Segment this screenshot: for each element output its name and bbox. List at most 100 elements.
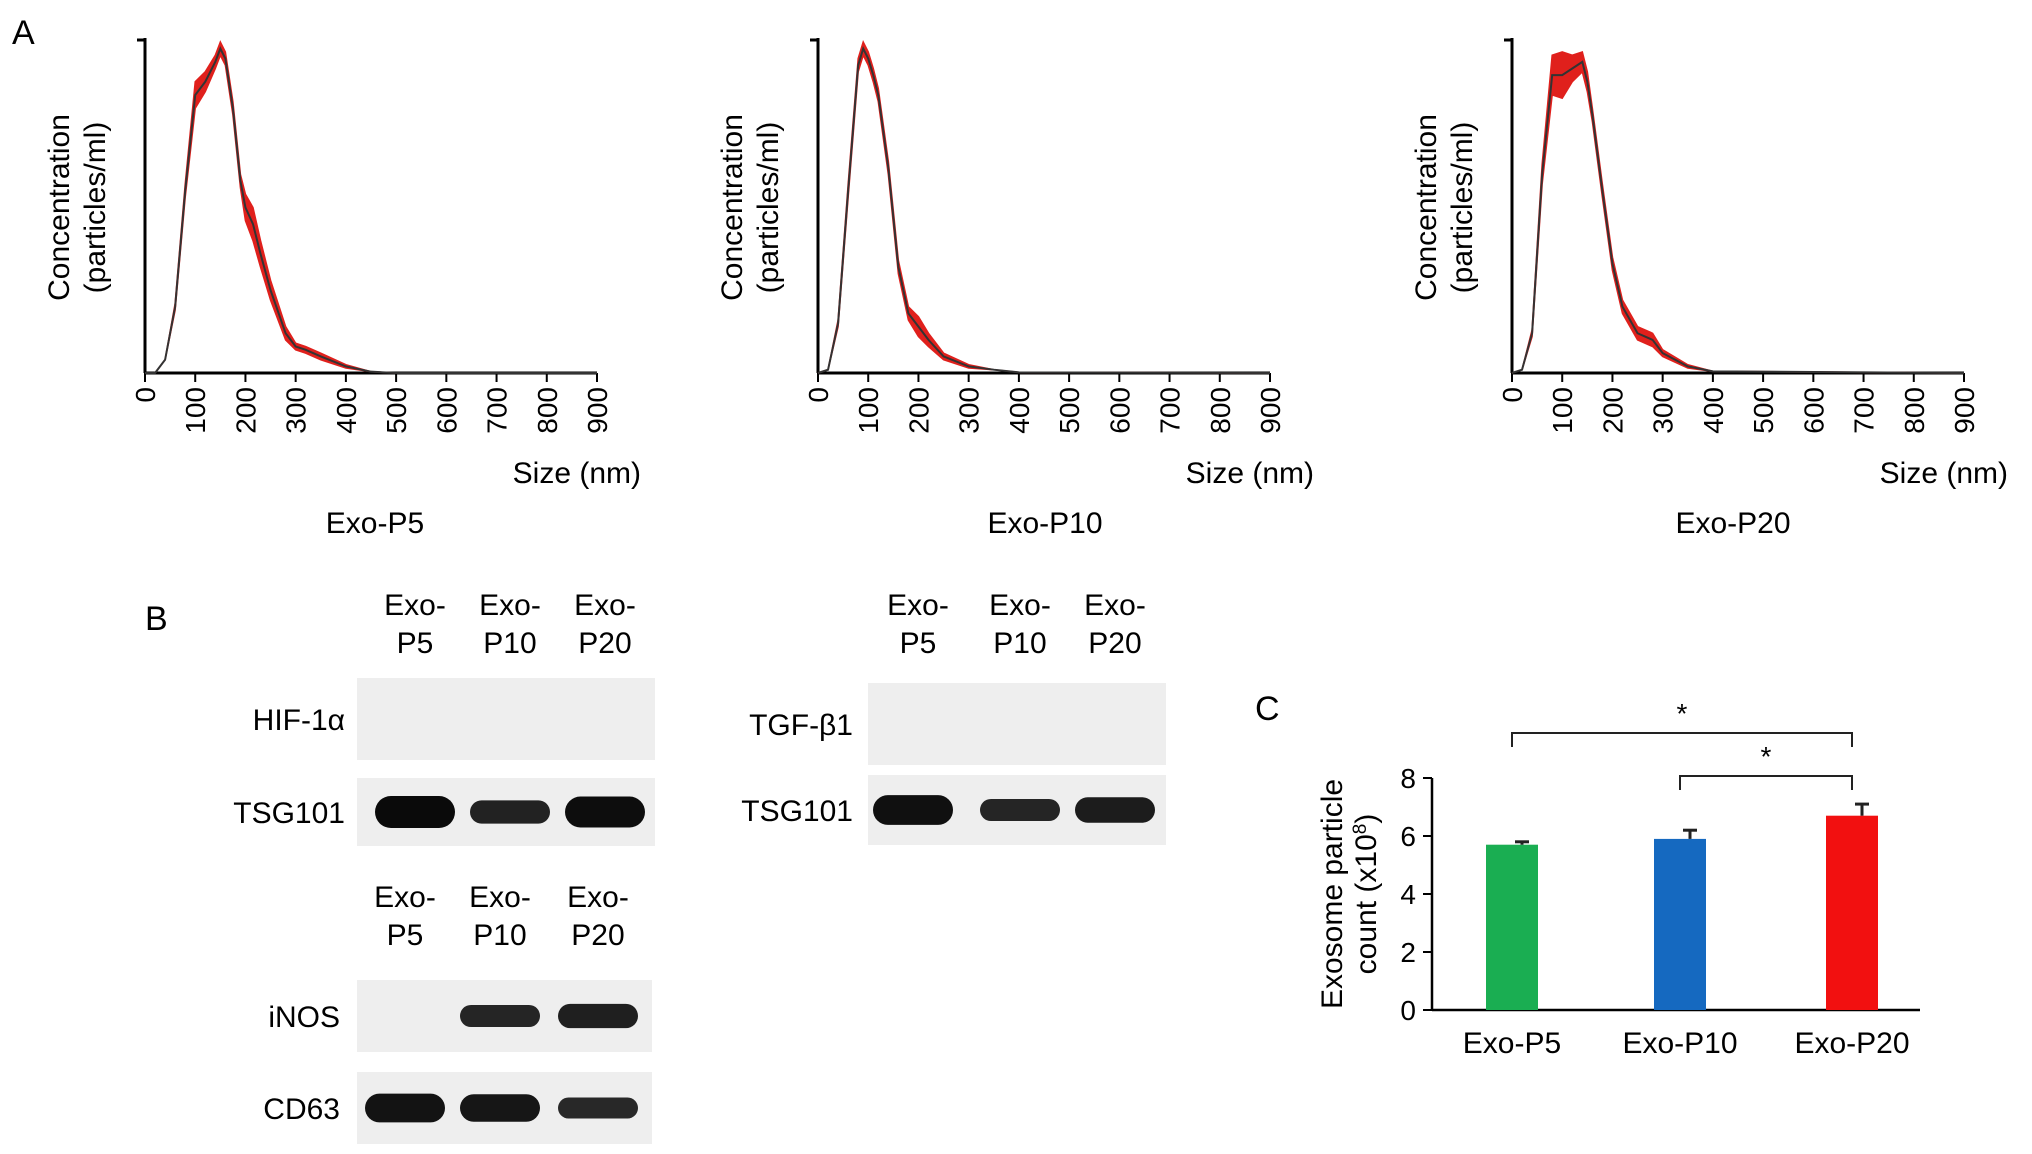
blot-band (460, 1094, 540, 1122)
blot-column-label: Exo- (887, 589, 949, 622)
blot-column-label: P5 (387, 919, 424, 952)
western-blot-inos-cd63: Exo- P5 Exo- P10 Exo- P20 iNOS CD63 (263, 881, 652, 1144)
sample-label: Exo-P20 (1675, 507, 1790, 540)
bar (1486, 844, 1538, 1010)
y-axis-label: Concentration (716, 114, 749, 301)
mean-line (145, 46, 597, 374)
x-tick-label: Exo-P20 (1794, 1027, 1909, 1060)
y-axis-label: Concentration (43, 114, 76, 301)
blot-column-label: P5 (397, 627, 434, 660)
x-tick-label: 400 (1698, 387, 1729, 434)
error-band (1511, 50, 1965, 374)
exosome-count-bar-chart: 0 2 4 6 8 Exo-P5 Exo-P10 Exo-P20 * * Exosome parti… (1316, 698, 1920, 1060)
x-tick-label: 400 (331, 387, 362, 434)
x-tick-label: 600 (1104, 387, 1135, 434)
blot-column-label: P10 (483, 627, 536, 660)
blot-band (470, 800, 550, 824)
error-band (145, 40, 597, 374)
x-tick-label: 0 (130, 387, 161, 403)
y-axis-label-unit: (particles/ml) (1446, 122, 1479, 294)
y-axis-label-unit: (particles/ml) (752, 122, 785, 294)
y-axis-label-unit: (particles/ml) (79, 122, 112, 294)
x-tick-label: 100 (853, 387, 884, 434)
x-tick-label: 200 (230, 387, 261, 434)
y-tick-label: 4 (1400, 879, 1416, 910)
blot-column-label: P20 (1088, 627, 1141, 660)
blot-column-label: Exo- (469, 881, 531, 914)
blot-row-label: HIF-1α (253, 704, 345, 737)
x-axis-label: Size (nm) (513, 457, 641, 490)
x-tick-label: 700 (1155, 387, 1186, 434)
x-tick-label: 900 (1255, 387, 1286, 434)
y-tick-label: 6 (1400, 821, 1416, 852)
significance-bracket (1511, 732, 1853, 747)
blot-band (1075, 797, 1155, 823)
x-tick-label: 600 (431, 387, 462, 434)
y-axis-label: Exosome particle (1316, 779, 1349, 1009)
x-tick-label: Exo-P5 (1463, 1027, 1561, 1060)
x-tick-label: 0 (803, 387, 834, 403)
blot-column-label: P20 (571, 919, 624, 952)
x-tick-label: 500 (1054, 387, 1085, 434)
x-tick-label: 300 (281, 387, 312, 434)
x-tick-label: 200 (1597, 387, 1628, 434)
blot-band (980, 798, 1060, 822)
x-tick-label: 200 (903, 387, 934, 434)
nta-chart-exo-p20: 0 100 200 300 400 500 600 700 800 900 Concentratio… (1410, 38, 2008, 540)
x-tick-label: 800 (1899, 387, 1930, 434)
blot-column-label: Exo- (989, 589, 1051, 622)
blot-column-label: Exo- (374, 881, 436, 914)
blot-column-label: Exo- (574, 589, 636, 622)
x-tick-label: 600 (1798, 387, 1829, 434)
blot-row-label: TGF-β1 (749, 709, 853, 742)
x-tick-label: 300 (954, 387, 985, 434)
blot-strip (357, 678, 655, 760)
significance-bracket (1679, 775, 1853, 790)
x-axis-label: Size (nm) (1186, 457, 1314, 490)
sample-label: Exo-P10 (987, 507, 1102, 540)
x-tick-label: 300 (1648, 387, 1679, 434)
nta-chart-exo-p5: 0 100 200 300 400 500 600 700 800 900 Concentratio… (43, 38, 641, 540)
blot-column-label: P5 (900, 627, 937, 660)
x-tick-label: 100 (1547, 387, 1578, 434)
x-tick-label: 900 (582, 387, 613, 434)
x-tick-label: 700 (1849, 387, 1880, 434)
y-axis-label: Concentration (1410, 114, 1443, 301)
blot-column-label: Exo- (479, 589, 541, 622)
error-band (817, 39, 1271, 374)
blot-band (365, 1093, 445, 1123)
blot-column-label: P10 (473, 919, 526, 952)
blot-band (558, 1097, 638, 1119)
x-tick-label: 100 (180, 387, 211, 434)
y-tick-label: 8 (1400, 763, 1416, 794)
x-tick-label: 700 (482, 387, 513, 434)
x-tick-label: 800 (1205, 387, 1236, 434)
blot-column-label: Exo- (384, 589, 446, 622)
x-tick-label: 400 (1004, 387, 1035, 434)
blot-column-label: P20 (578, 627, 631, 660)
significance-marker: * (1761, 741, 1772, 772)
blot-band (460, 1004, 540, 1028)
panel-label-c: C (1255, 690, 1280, 728)
blot-band (873, 795, 953, 825)
mean-line (1511, 60, 1965, 374)
mean-line (817, 45, 1271, 374)
blot-band (558, 1003, 638, 1029)
x-tick-label: 0 (1497, 387, 1528, 403)
bar (1826, 815, 1878, 1010)
blot-column-label: Exo- (1084, 589, 1146, 622)
y-tick-label: 2 (1400, 937, 1416, 968)
y-tick-label: 0 (1400, 995, 1416, 1026)
blot-row-label: CD63 (263, 1093, 340, 1126)
x-tick-label: Exo-P10 (1622, 1027, 1737, 1060)
panel-label-b: B (145, 600, 168, 638)
blot-band (375, 796, 455, 828)
significance-marker: * (1677, 698, 1688, 729)
blot-row-label: TSG101 (233, 797, 345, 830)
nta-chart-exo-p10: 0 100 200 300 400 500 600 700 800 900 Concentratio… (716, 38, 1314, 540)
y-axis-label-unit: count (x108) (1350, 814, 1384, 975)
x-tick-label: 500 (381, 387, 412, 434)
western-blot-hif1a-tsg101: Exo- P5 Exo- P10 Exo- P20 HIF-1α TSG101 (233, 589, 655, 846)
blot-column-label: Exo- (567, 881, 629, 914)
blot-strip (868, 683, 1166, 765)
